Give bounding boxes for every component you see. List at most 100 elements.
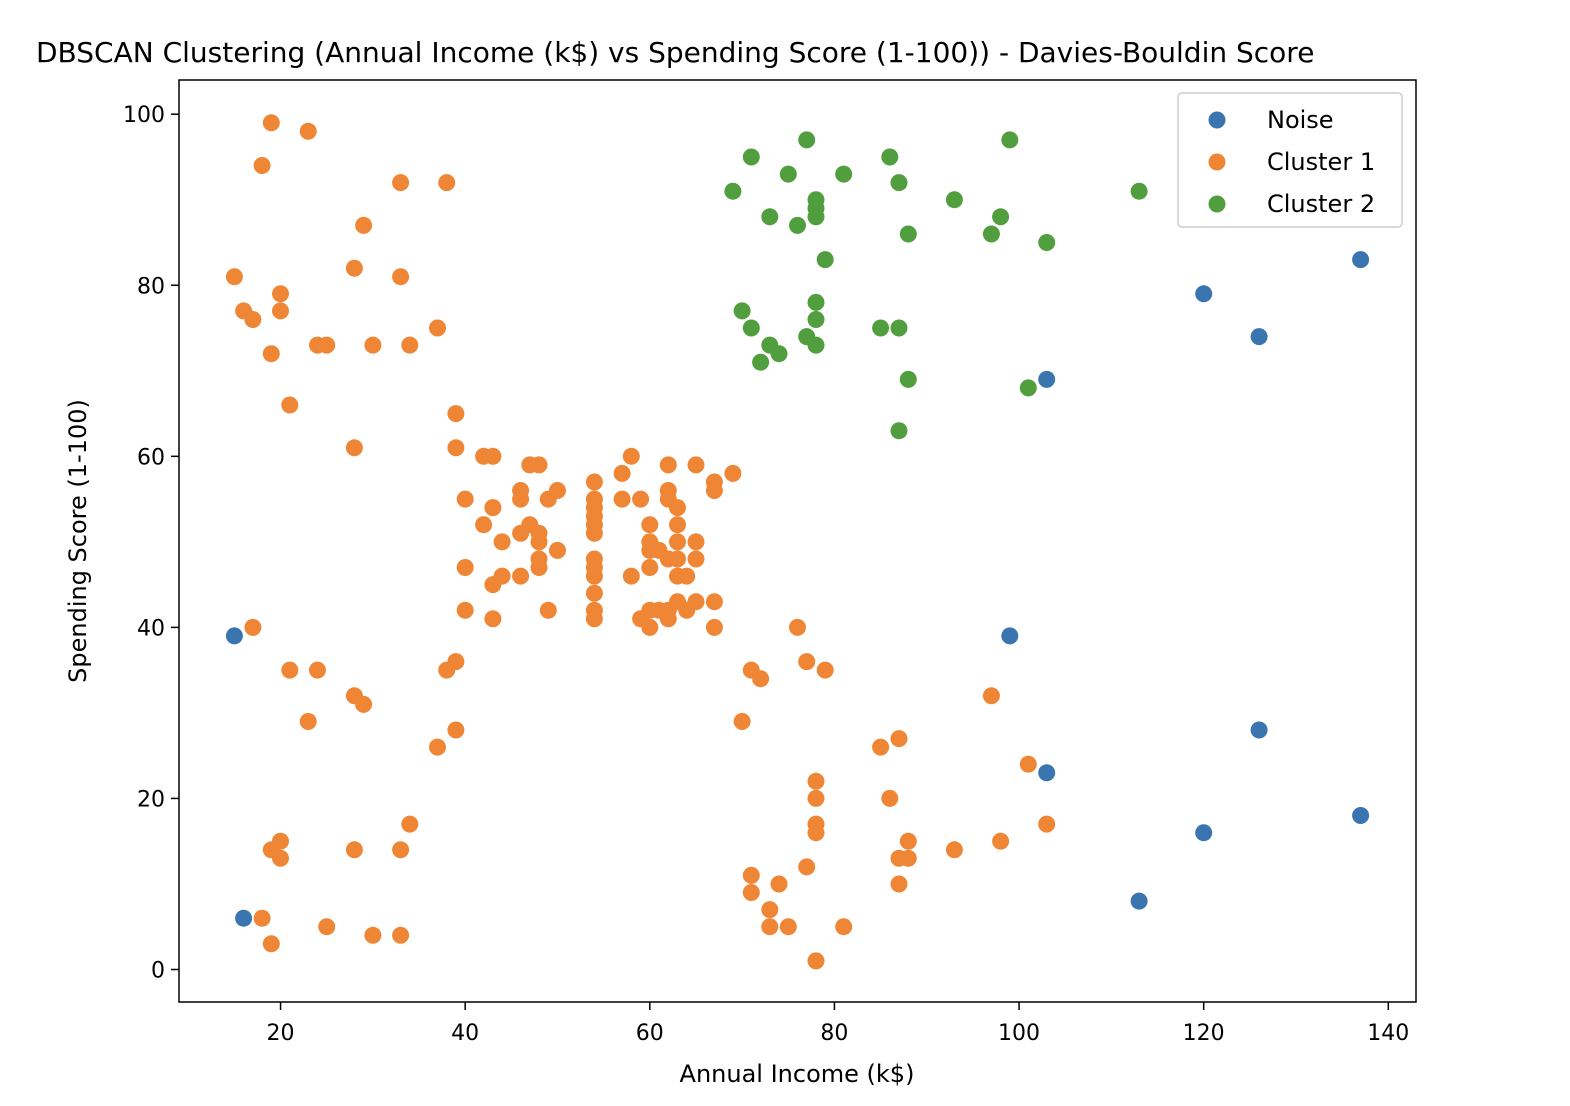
y-tick-label: 80	[137, 274, 165, 299]
point-noise	[1038, 764, 1056, 782]
y-tick-label: 100	[123, 103, 165, 128]
y-tick-label: 40	[137, 616, 165, 641]
point-cluster-1	[816, 661, 834, 679]
point-noise	[1195, 285, 1213, 303]
point-cluster-2	[890, 174, 908, 192]
point-cluster-1	[456, 601, 474, 619]
point-noise	[225, 627, 243, 645]
point-cluster-1	[364, 336, 382, 354]
point-cluster-1	[641, 516, 659, 534]
point-cluster-1	[392, 926, 410, 944]
point-cluster-1	[705, 593, 723, 611]
point-cluster-1	[669, 499, 686, 517]
y-axis: 0 20 40 60 80 100	[123, 103, 179, 983]
point-cluster-2	[770, 345, 788, 363]
point-cluster-1	[798, 858, 816, 876]
x-tick-label: 80	[820, 1021, 848, 1046]
point-cluster-2	[816, 251, 834, 269]
x-tick-label: 60	[636, 1021, 664, 1046]
point-cluster-1	[549, 482, 566, 499]
point-cluster-1	[742, 884, 760, 901]
point-cluster-1	[641, 618, 659, 636]
point-cluster-2	[872, 319, 890, 337]
point-cluster-2	[1130, 182, 1148, 200]
point-cluster-1	[345, 439, 363, 457]
point-cluster-1	[585, 550, 603, 568]
point-cluster-1	[530, 533, 548, 551]
point-cluster-1	[899, 832, 917, 850]
point-cluster-1	[705, 618, 723, 636]
legend-marker	[1208, 195, 1226, 213]
legend-label: Cluster 2	[1267, 190, 1375, 218]
point-cluster-1	[585, 567, 603, 585]
point-cluster-1	[355, 216, 373, 234]
point-cluster-2	[899, 370, 917, 388]
point-cluster-1	[549, 541, 566, 559]
point-cluster-1	[244, 618, 262, 636]
point-cluster-1	[530, 559, 548, 576]
point-cluster-1	[262, 114, 280, 132]
point-cluster-1	[687, 593, 705, 611]
point-cluster-1	[493, 567, 511, 585]
point-cluster-1	[253, 909, 271, 927]
point-cluster-1	[752, 670, 770, 688]
point-cluster-1	[401, 815, 419, 833]
point-cluster-1	[798, 653, 816, 671]
x-axis: 20 40 60 80 100 120 140	[267, 1002, 1409, 1046]
point-cluster-2	[761, 208, 779, 226]
x-tick-label: 120	[1183, 1021, 1225, 1046]
point-cluster-2	[807, 336, 825, 354]
point-cluster-1	[272, 832, 289, 850]
point-cluster-1	[705, 482, 723, 499]
point-cluster-1	[530, 456, 548, 474]
point-cluster-2	[835, 165, 853, 183]
point-cluster-1	[659, 456, 677, 474]
point-cluster-1	[881, 789, 899, 807]
x-tick-label: 40	[451, 1021, 479, 1046]
legend: Noise Cluster 1 Cluster 2	[1177, 92, 1403, 228]
point-noise	[1038, 370, 1056, 388]
y-tick-label: 0	[151, 958, 165, 983]
point-cluster-1	[318, 918, 336, 936]
point-cluster-1	[401, 336, 419, 354]
point-cluster-1	[484, 499, 502, 517]
point-cluster-1	[447, 439, 465, 457]
point-cluster-1	[262, 935, 280, 953]
point-cluster-1	[632, 490, 650, 508]
point-cluster-2	[945, 191, 963, 209]
x-tick-label: 100	[998, 1021, 1040, 1046]
point-cluster-1	[641, 559, 659, 576]
point-cluster-2	[798, 131, 816, 149]
point-noise	[1130, 892, 1148, 910]
point-cluster-1	[789, 618, 806, 636]
x-axis-label: Annual Income (k$)	[680, 1060, 915, 1088]
point-cluster-1	[982, 687, 1000, 705]
x-tick-label: 20	[267, 1021, 295, 1046]
point-cluster-1	[392, 174, 410, 192]
point-cluster-1	[585, 524, 603, 542]
point-cluster-1	[355, 695, 373, 713]
point-cluster-1	[659, 482, 677, 499]
point-cluster-1	[429, 319, 446, 337]
point-cluster-1	[345, 259, 363, 277]
legend-label: Cluster 1	[1267, 148, 1375, 176]
point-cluster-1	[585, 490, 603, 508]
point-cluster-1	[299, 122, 317, 140]
point-cluster-1	[456, 559, 474, 576]
legend-box	[1177, 92, 1403, 228]
point-cluster-1	[253, 157, 271, 174]
point-cluster-1	[281, 661, 299, 679]
point-cluster-1	[345, 841, 363, 859]
point-cluster-1	[272, 285, 289, 303]
point-cluster-1	[669, 533, 686, 551]
point-cluster-1	[678, 567, 696, 585]
point-cluster-1	[272, 302, 289, 320]
point-cluster-1	[779, 918, 797, 936]
point-cluster-1	[447, 653, 465, 671]
data-points	[225, 114, 1370, 970]
point-cluster-1	[742, 866, 760, 884]
point-noise	[235, 909, 253, 927]
point-cluster-1	[475, 516, 493, 534]
point-cluster-1	[807, 952, 825, 970]
point-cluster-1	[669, 516, 686, 534]
